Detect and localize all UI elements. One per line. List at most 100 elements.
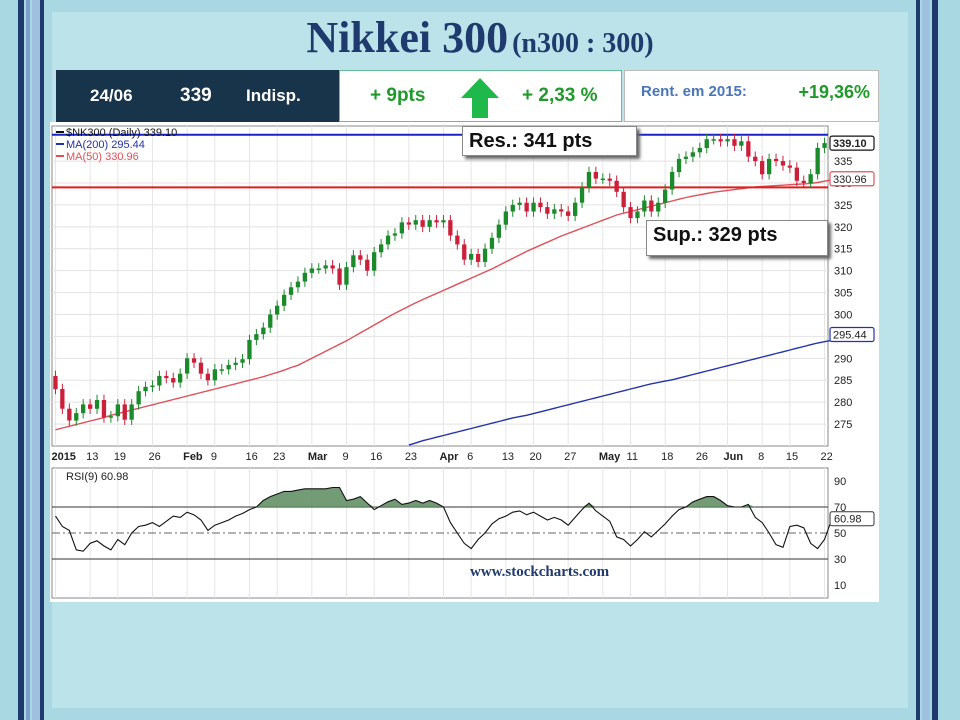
quote-panel: 24/06 339 Indisp. — [56, 70, 339, 122]
candle-body — [226, 364, 231, 370]
last-value-label: 295.44 — [833, 329, 867, 341]
candle-body — [524, 202, 529, 212]
x-tick-label: 26 — [148, 451, 160, 463]
candle-body — [739, 141, 744, 146]
price-tick-label: 290 — [834, 353, 852, 365]
candle-body — [240, 359, 245, 363]
candle-body — [614, 180, 619, 192]
candle-body — [295, 281, 301, 288]
rsi-tick-label: 50 — [834, 528, 846, 540]
candle-body — [74, 413, 79, 421]
candle-body — [690, 152, 695, 157]
x-tick-label: 23 — [405, 451, 417, 463]
arrow-up-icon — [461, 78, 499, 118]
x-tick-label: 9 — [211, 451, 217, 463]
x-tick-label: 8 — [758, 451, 764, 463]
legend-entry: $NK300 (Daily) 339.10 — [66, 127, 177, 139]
candle-body — [552, 209, 557, 214]
candle-body — [482, 248, 488, 262]
x-tick-label: 16 — [370, 451, 382, 463]
price-tick-label: 300 — [834, 309, 852, 321]
x-tick-label: 6 — [467, 451, 473, 463]
title-sub: (n300 : 300) — [512, 28, 654, 59]
candle-body — [309, 268, 314, 273]
ma200-line — [408, 333, 860, 446]
candle-body — [635, 211, 640, 219]
candle-body — [427, 220, 432, 227]
candle-body — [365, 259, 370, 271]
candle-body — [164, 375, 169, 379]
candle-body — [517, 202, 522, 205]
candle-body — [607, 178, 612, 181]
candle-body — [150, 385, 155, 387]
candle-body — [316, 268, 321, 270]
x-tick-label: 20 — [530, 451, 542, 463]
candle-body — [670, 172, 675, 190]
candle-body — [566, 211, 571, 216]
x-tick-label: 26 — [696, 451, 708, 463]
candle-body — [247, 339, 252, 360]
legend-entry: MA(50) 330.96 — [66, 151, 139, 163]
candle-body — [489, 237, 495, 249]
rsi-last-value-label: 60.98 — [834, 514, 862, 526]
ytd-value: +19,36% — [798, 82, 870, 102]
x-tick-label: 18 — [661, 451, 673, 463]
change-percent: + 2,33 % — [522, 85, 598, 106]
rsi-last-value-badge — [829, 511, 875, 527]
candle-body — [808, 174, 813, 183]
candle-body — [780, 161, 786, 166]
x-tick-label: 11 — [627, 451, 638, 463]
border-stripe — [916, 0, 920, 720]
candle-body — [787, 165, 792, 168]
candle-body — [767, 158, 772, 175]
candle-body — [697, 147, 702, 153]
price-tick-label: 325 — [834, 200, 852, 212]
candle-body — [448, 220, 453, 236]
candle-body — [628, 207, 633, 219]
candle-body — [282, 294, 287, 306]
x-tick-label: 22 — [821, 451, 833, 463]
x-tick-label: 23 — [273, 451, 285, 463]
x-tick-label: 13 — [86, 451, 98, 463]
border-stripe — [40, 0, 44, 720]
candle-body — [573, 202, 578, 216]
x-tick-label: 2015 — [51, 451, 75, 463]
x-tick-label: 16 — [245, 451, 257, 463]
candle-body — [794, 167, 799, 181]
candle-body — [649, 200, 654, 212]
candle-body — [579, 187, 585, 203]
last-value-badge — [829, 171, 875, 187]
x-tick-label: 13 — [502, 451, 514, 463]
candle-body — [233, 362, 238, 365]
candle-body — [136, 391, 141, 405]
candle-body — [143, 386, 148, 392]
candle-body — [559, 209, 564, 212]
candle-body — [469, 254, 474, 260]
x-tick-label: 19 — [114, 451, 126, 463]
candle-body — [503, 211, 508, 225]
border-stripe — [932, 0, 938, 720]
candle-body — [476, 254, 481, 262]
candle-body — [53, 375, 58, 390]
ytd-label: Rent. em 2015: — [641, 83, 747, 100]
candle-body — [219, 369, 224, 371]
candle-body — [288, 287, 294, 295]
price-tick-label: 275 — [834, 419, 852, 431]
candle-body — [302, 272, 307, 282]
last-value-badge — [829, 135, 875, 151]
candle-body — [683, 156, 689, 159]
candle-body — [420, 220, 425, 227]
candle-body — [406, 222, 411, 225]
candle-body — [434, 220, 439, 223]
price-tick-label: 280 — [834, 397, 852, 409]
candle-body — [261, 327, 266, 335]
candle-body — [801, 180, 806, 183]
rsi-tick-label: 30 — [834, 554, 846, 566]
candle-body — [81, 404, 86, 414]
change-points: + 9pts — [370, 85, 426, 106]
title-main: Nikkei 300 — [306, 13, 509, 62]
ytd-panel: Rent. em 2015: +19,36% — [624, 70, 879, 122]
candle-body — [157, 375, 162, 386]
rsi-legend: RSI(9) 60.98 — [66, 471, 128, 483]
ma50-line — [55, 178, 839, 431]
